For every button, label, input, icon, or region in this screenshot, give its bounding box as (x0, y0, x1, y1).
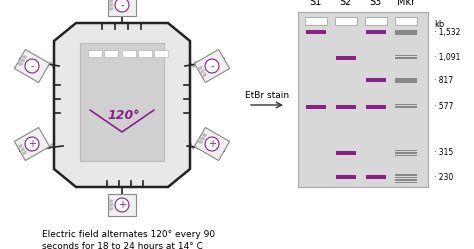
Bar (336, 175, 356, 179)
Text: · 1,091: · 1,091 (434, 54, 460, 62)
Text: +: + (208, 139, 216, 149)
Bar (14, 50, 50, 82)
Circle shape (115, 0, 129, 12)
Bar (104, 50, 118, 57)
Text: +: + (118, 200, 126, 210)
Bar (154, 50, 168, 57)
Bar (80, 43, 164, 161)
Bar (395, 78, 417, 83)
Bar (366, 175, 386, 179)
Bar (122, 50, 136, 57)
Text: S3: S3 (370, 0, 382, 7)
Bar (138, 50, 152, 57)
Bar (395, 104, 417, 105)
Bar (365, 17, 387, 25)
Circle shape (25, 59, 39, 73)
Bar (366, 105, 386, 109)
Bar (14, 127, 50, 161)
Text: · 577: · 577 (434, 102, 453, 111)
Bar (194, 50, 229, 82)
Bar (305, 17, 327, 25)
Circle shape (115, 198, 129, 212)
Text: EtBr stain: EtBr stain (245, 91, 289, 100)
Bar (306, 105, 326, 109)
Polygon shape (54, 23, 190, 187)
Text: kb: kb (434, 20, 444, 29)
Text: · 230: · 230 (434, 173, 453, 182)
Bar (395, 58, 417, 59)
Bar (336, 105, 356, 109)
Text: · 315: · 315 (434, 148, 453, 157)
Bar (298, 12, 428, 187)
Bar (395, 150, 417, 151)
Bar (108, 0, 136, 16)
Bar (366, 30, 386, 34)
Text: Electric field alternates 120° every 90
seconds for 18 to 24 hours at 14° C: Electric field alternates 120° every 90 … (42, 230, 215, 249)
Bar (395, 152, 417, 154)
Bar (108, 194, 136, 216)
Bar (395, 174, 417, 176)
Bar (395, 177, 417, 178)
Bar (335, 17, 357, 25)
Text: · 817: · 817 (434, 76, 453, 85)
Text: S1: S1 (310, 0, 322, 7)
Circle shape (205, 137, 219, 151)
Bar (336, 151, 356, 155)
Bar (395, 55, 417, 57)
Text: -: - (210, 61, 214, 71)
Text: Mkr: Mkr (397, 0, 415, 7)
Bar (336, 56, 356, 60)
Bar (395, 182, 417, 183)
Circle shape (205, 59, 219, 73)
Bar (395, 106, 417, 108)
Text: +: + (28, 139, 36, 149)
Bar (88, 50, 102, 57)
Bar (395, 179, 417, 181)
Circle shape (25, 137, 39, 151)
Bar (395, 17, 417, 25)
Bar (395, 29, 417, 35)
Text: -: - (120, 0, 124, 10)
Text: S2: S2 (340, 0, 352, 7)
Text: -: - (30, 61, 34, 71)
Text: · 1,532: · 1,532 (434, 27, 460, 37)
Bar (366, 78, 386, 82)
Bar (395, 155, 417, 156)
Bar (306, 30, 326, 34)
Bar (194, 127, 229, 161)
Text: 120°: 120° (108, 109, 140, 122)
